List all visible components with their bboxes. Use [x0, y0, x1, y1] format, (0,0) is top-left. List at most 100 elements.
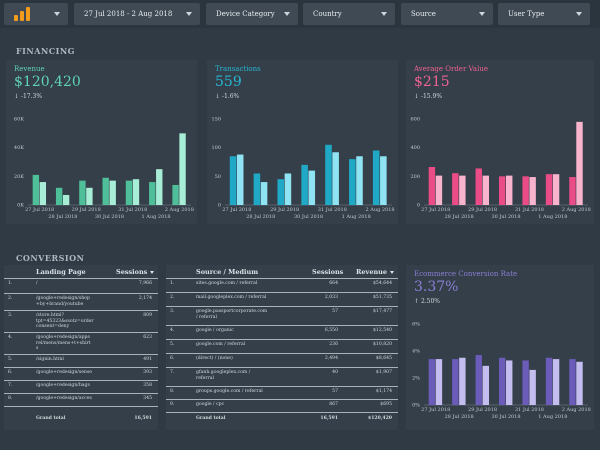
table-row[interactable]: 9. google / cpc 867 $695 — [166, 400, 398, 413]
table-row[interactable]: 4. google / organic 6,550 $12,540 — [166, 326, 398, 340]
y-tick-label: 6% — [412, 322, 420, 328]
x-tick-label: 1 Aug 2018 — [142, 214, 171, 220]
table-row[interactable]: 1. sites.google.com / referral 664 $54,644 — [166, 279, 398, 293]
user-type-filter[interactable]: User Type — [498, 3, 590, 25]
table-row[interactable]: 6. (direct) / (none) 2,494 $8,645 — [166, 354, 398, 368]
arrow-down-icon: ↓ — [414, 93, 421, 100]
revenue-header-label: Revenue — [356, 268, 388, 276]
chart-bar — [576, 121, 583, 205]
chart-bar — [325, 144, 332, 205]
aov-card: Average Order Value $215 ↓ -15.9% 0 200 40… — [406, 60, 594, 224]
landing-page-column-header[interactable]: Landing Page — [36, 268, 86, 276]
arrow-up-icon: ↑ — [414, 298, 421, 305]
table-row[interactable]: 8. /google+redesign/acces 345 — [4, 394, 158, 407]
table-row[interactable]: 1. / 7,966 — [4, 279, 158, 294]
y-tick-label: 100 — [211, 145, 221, 151]
sessions-value: 236 — [329, 342, 338, 347]
row-index: 8. — [170, 389, 175, 394]
table-row[interactable]: 5. /signin.html 491 — [4, 355, 158, 368]
table-row[interactable]: 5. google.com / referral 236 $10,820 — [166, 340, 398, 354]
grand-total-sessions: 16,591 — [320, 416, 338, 421]
chart-bar — [569, 177, 576, 205]
aov-value: $215 — [414, 74, 450, 90]
chart-bar — [459, 357, 466, 405]
landing-page-path: /signin.html — [36, 357, 64, 362]
sessions-column-header[interactable]: Sessions — [116, 268, 155, 276]
revenue-delta: ↓ -17.3% — [14, 93, 42, 100]
chart-bar — [172, 184, 179, 205]
revenue-delta-value: -17.3% — [20, 93, 43, 100]
table-row[interactable]: 3. /store.html? tpt=45323&ssotz=order con… — [4, 311, 158, 333]
chart-bar — [482, 175, 489, 205]
source-label: Source — [411, 10, 436, 18]
grand-total-revenue: $120,420 — [368, 416, 392, 421]
landing-page-path: /google+redesign/shop +by+brand/youtube — [36, 296, 90, 307]
y-tick-label: 40K — [14, 145, 24, 151]
chevron-down-icon — [284, 12, 290, 16]
source-medium-value: google / cpc — [196, 402, 225, 407]
row-index: 9. — [170, 402, 175, 407]
x-tick-label: 27 Jul 2018 — [421, 407, 450, 413]
table-row[interactable]: 6. /google+redesign/sense 393 — [4, 368, 158, 381]
ecr-delta: ↑ 2.50% — [414, 298, 440, 305]
revenue-column-header[interactable]: Revenue — [356, 268, 395, 276]
table-row[interactable]: 2. /google+redesign/shop +by+brand/youtub… — [4, 294, 158, 311]
date-range-value: 27 Jul 2018 - 2 Aug 2018 — [84, 10, 173, 18]
device-category-filter[interactable]: Device Category — [206, 3, 298, 25]
chart-bar — [79, 180, 86, 205]
sessions-value: 358 — [143, 383, 152, 388]
table-header-divider — [166, 278, 398, 279]
aov-delta-value: -15.9% — [420, 93, 443, 100]
transactions-label: Transactions — [215, 65, 261, 73]
chart-bar — [149, 182, 156, 205]
table-row[interactable]: 8. groups.google.com / referral 57 $1,174 — [166, 387, 398, 400]
sessions-value: 393 — [143, 370, 152, 375]
table-row[interactable]: 7. gfanh.googleplex.com / referral 40 $1,90… — [166, 368, 398, 387]
revenue-value: $695 — [380, 402, 392, 407]
sessions-value: 867 — [329, 402, 338, 407]
chart-bar — [498, 357, 506, 405]
table-row[interactable]: 7. /google+redesign/bags 358 — [4, 381, 158, 394]
x-tick-label: 27 Jul 2018 — [421, 207, 450, 213]
x-tick-label: 1 Aug 2018 — [342, 214, 371, 220]
source-medium-value: mail.googleplex.com / referral — [196, 295, 267, 300]
landing-page-path: / — [36, 281, 38, 286]
ecr-label: Ecommerce Conversion Rate — [414, 270, 518, 278]
chart-bar — [125, 180, 133, 205]
chart-bar — [529, 177, 536, 205]
table-row[interactable]: 4. /google+redesign/apps rel/mens/mens+t+… — [4, 333, 158, 355]
x-tick-label: 30 Jul 2018 — [491, 414, 520, 420]
source-medium-column-header[interactable]: Source / Medium — [196, 268, 259, 276]
table-row[interactable]: 2. mail.googleplex.com / referral 2,033 $51… — [166, 293, 398, 307]
country-filter[interactable]: Country — [303, 3, 395, 25]
x-tick-label: 2 Aug 2018 — [366, 207, 395, 213]
analytics-logo-button[interactable] — [4, 3, 68, 25]
y-tick-label: 600 — [410, 117, 420, 123]
landing-page-path: /store.html? tpt=45323&ssotz=order conse… — [36, 313, 94, 329]
x-tick-label: 29 Jul 2018 — [270, 207, 299, 213]
chart-bar — [253, 173, 261, 205]
revenue-value: $12,540 — [373, 328, 392, 333]
user-type-label: User Type — [508, 10, 545, 18]
sessions-value: 57 — [332, 389, 338, 394]
chart-bar — [236, 154, 244, 205]
sessions-column-header[interactable]: Sessions — [312, 268, 344, 276]
filter-bar: 27 Jul 2018 - 2 Aug 2018 Device Category… — [0, 0, 600, 28]
date-range-filter[interactable]: 27 Jul 2018 - 2 Aug 2018 — [74, 3, 200, 25]
row-index: 6. — [8, 370, 13, 375]
x-tick-label: 1 Aug 2018 — [538, 414, 567, 420]
revenue-value: $1,174 — [375, 389, 392, 394]
y-tick-label: 200 — [410, 174, 420, 180]
source-filter[interactable]: Source — [401, 3, 493, 25]
table-row[interactable]: 3. google.passportcorporate.com / referra… — [166, 307, 398, 326]
source-medium-value: (direct) / (none) — [196, 356, 233, 361]
source-medium-value: google.passportcorporate.com / referral — [196, 309, 268, 320]
chart-bar — [482, 365, 489, 405]
chart-bar — [62, 194, 70, 205]
x-tick-label: 31 Jul 2018 — [515, 207, 544, 213]
y-tick-label: 4% — [412, 349, 420, 355]
y-tick-label: 2% — [412, 376, 420, 382]
